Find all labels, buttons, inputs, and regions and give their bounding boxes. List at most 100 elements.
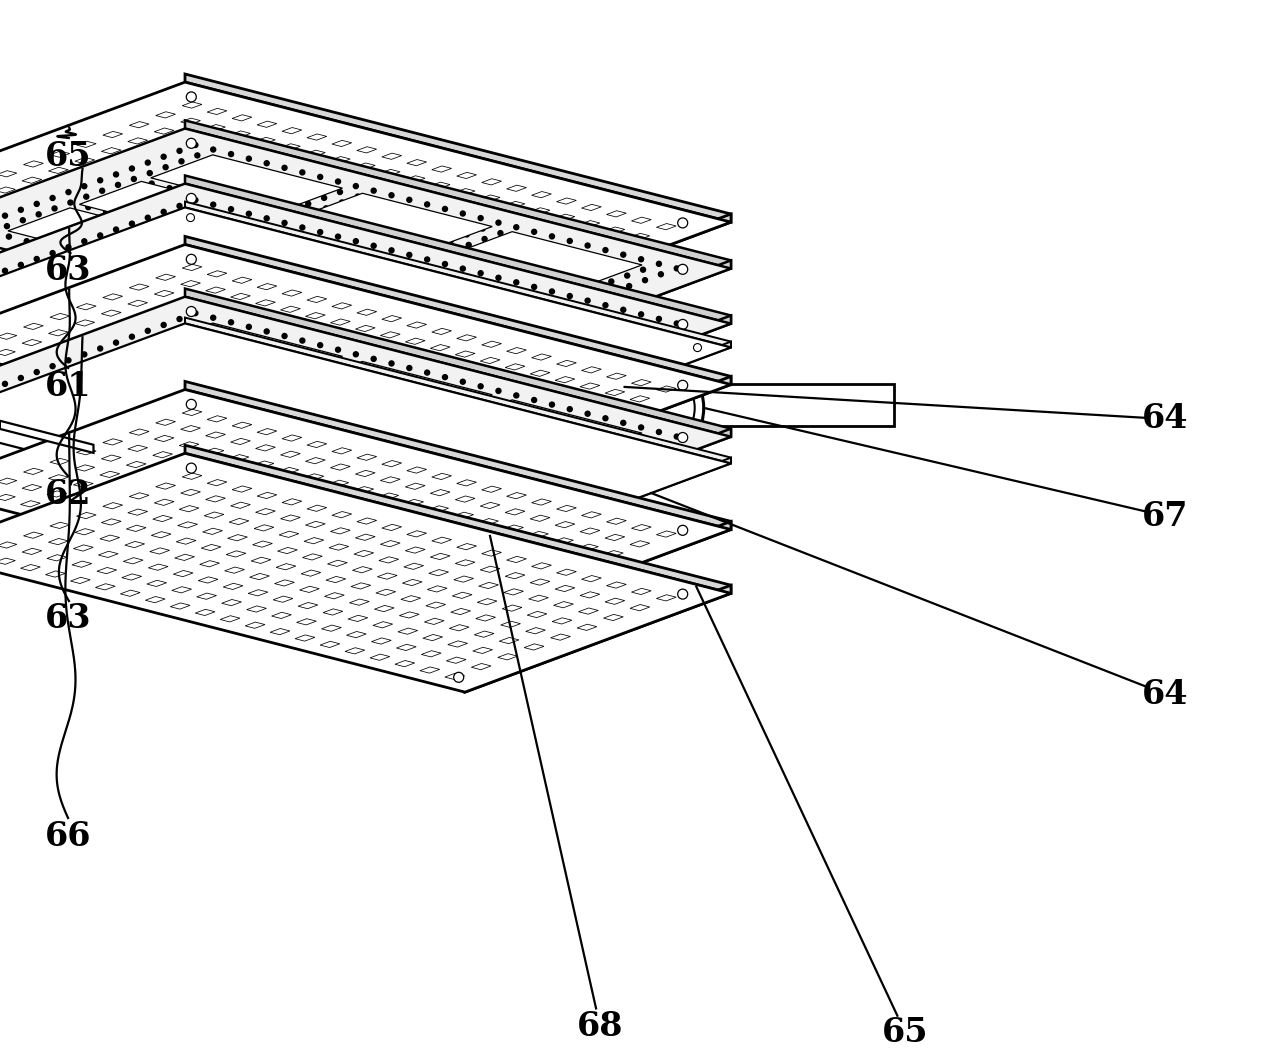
Polygon shape [49, 151, 70, 157]
Circle shape [531, 375, 536, 379]
Polygon shape [302, 199, 321, 205]
Circle shape [203, 339, 208, 345]
Circle shape [127, 414, 132, 418]
Circle shape [364, 404, 369, 410]
Circle shape [315, 421, 321, 427]
Polygon shape [176, 538, 196, 545]
Circle shape [123, 393, 128, 398]
Circle shape [214, 336, 219, 342]
Circle shape [674, 321, 679, 326]
Polygon shape [428, 569, 449, 576]
Circle shape [441, 340, 445, 346]
Circle shape [132, 434, 137, 439]
Circle shape [18, 376, 23, 381]
Circle shape [185, 246, 190, 250]
Polygon shape [151, 323, 342, 380]
Polygon shape [120, 591, 141, 596]
Circle shape [455, 269, 459, 275]
Circle shape [513, 369, 518, 375]
Circle shape [466, 243, 471, 248]
Circle shape [506, 328, 511, 333]
Circle shape [345, 321, 350, 326]
Polygon shape [270, 629, 290, 635]
Circle shape [290, 465, 295, 470]
Circle shape [481, 292, 487, 297]
Circle shape [381, 330, 386, 335]
Polygon shape [231, 294, 251, 300]
Circle shape [141, 229, 146, 234]
Circle shape [214, 223, 219, 228]
Polygon shape [371, 575, 392, 580]
Polygon shape [207, 480, 227, 486]
Polygon shape [323, 609, 343, 615]
Circle shape [255, 343, 258, 348]
Circle shape [300, 225, 305, 230]
Polygon shape [232, 115, 252, 121]
Polygon shape [399, 612, 419, 618]
Circle shape [272, 257, 277, 263]
Circle shape [179, 159, 184, 164]
Circle shape [527, 466, 532, 471]
Circle shape [346, 231, 350, 236]
Circle shape [169, 196, 174, 201]
Circle shape [175, 396, 180, 401]
Circle shape [214, 168, 219, 173]
Polygon shape [127, 316, 146, 322]
Circle shape [52, 375, 57, 379]
Polygon shape [631, 217, 651, 223]
Circle shape [340, 255, 345, 260]
Polygon shape [172, 216, 191, 221]
Polygon shape [299, 215, 319, 221]
Polygon shape [452, 383, 473, 389]
Circle shape [393, 214, 398, 219]
Circle shape [531, 319, 536, 323]
Circle shape [424, 347, 430, 351]
Circle shape [678, 319, 688, 330]
Polygon shape [49, 522, 70, 529]
Polygon shape [185, 236, 731, 384]
Polygon shape [450, 625, 469, 631]
Polygon shape [146, 533, 165, 539]
Circle shape [659, 440, 664, 445]
Polygon shape [473, 438, 493, 445]
Polygon shape [353, 550, 374, 556]
Circle shape [150, 236, 155, 242]
Circle shape [18, 207, 23, 213]
Circle shape [199, 264, 204, 268]
Polygon shape [73, 481, 94, 487]
Circle shape [442, 206, 447, 212]
Polygon shape [271, 242, 291, 247]
Polygon shape [283, 128, 302, 134]
Polygon shape [222, 599, 242, 605]
Polygon shape [49, 459, 70, 465]
Circle shape [213, 213, 218, 218]
Polygon shape [96, 567, 117, 573]
Circle shape [274, 381, 279, 386]
Polygon shape [174, 570, 193, 577]
Circle shape [466, 411, 471, 416]
Circle shape [136, 366, 141, 370]
Circle shape [390, 348, 395, 353]
Polygon shape [181, 489, 200, 496]
Polygon shape [120, 527, 141, 533]
Polygon shape [452, 593, 473, 598]
Circle shape [362, 326, 367, 331]
Polygon shape [300, 194, 493, 250]
Polygon shape [303, 553, 322, 560]
Circle shape [413, 284, 418, 288]
Polygon shape [356, 470, 375, 477]
Circle shape [432, 412, 437, 417]
Circle shape [537, 316, 542, 321]
Circle shape [390, 461, 395, 466]
Polygon shape [450, 232, 642, 288]
Polygon shape [465, 377, 731, 483]
Polygon shape [71, 578, 90, 583]
Circle shape [163, 422, 169, 428]
Circle shape [514, 280, 518, 285]
Circle shape [196, 253, 201, 257]
Circle shape [56, 227, 61, 232]
Polygon shape [274, 532, 293, 538]
Circle shape [196, 421, 201, 427]
Circle shape [319, 275, 324, 280]
Circle shape [397, 289, 402, 295]
